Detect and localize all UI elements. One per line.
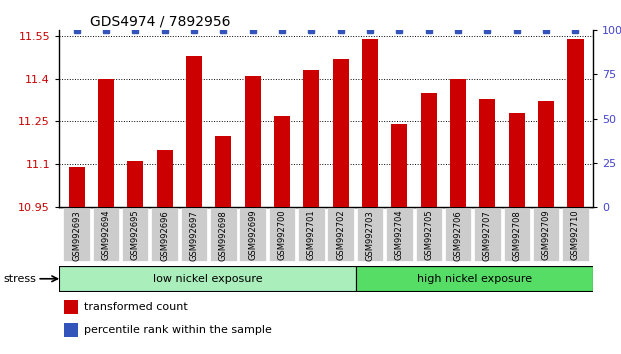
Text: GSM992704: GSM992704 [395,210,404,261]
Text: GSM992700: GSM992700 [278,210,286,261]
FancyBboxPatch shape [152,208,178,261]
Bar [391,124,407,207]
FancyBboxPatch shape [240,208,266,261]
Text: GSM992703: GSM992703 [366,210,374,261]
Text: high nickel exposure: high nickel exposure [417,274,532,284]
FancyBboxPatch shape [63,208,90,261]
FancyBboxPatch shape [474,208,501,261]
Bar [127,161,143,207]
Text: percentile rank within the sample: percentile rank within the sample [84,325,272,335]
FancyBboxPatch shape [504,208,530,261]
Text: GSM992697: GSM992697 [189,210,199,261]
FancyBboxPatch shape [181,208,207,261]
Text: GSM992706: GSM992706 [453,210,463,261]
Bar [215,136,232,207]
Bar [68,167,84,207]
Bar [333,59,349,207]
Bar [420,93,437,207]
Bar [479,99,496,207]
FancyBboxPatch shape [445,208,471,261]
FancyBboxPatch shape [122,208,148,261]
Text: GSM992709: GSM992709 [542,210,551,261]
FancyBboxPatch shape [415,208,442,261]
Bar [245,76,261,207]
Bar [450,79,466,207]
Bar [362,39,378,207]
Text: GSM992693: GSM992693 [72,210,81,261]
Text: low nickel exposure: low nickel exposure [153,274,262,284]
Text: GSM992695: GSM992695 [131,210,140,261]
Bar [509,113,525,207]
Bar [538,102,554,207]
FancyBboxPatch shape [269,208,295,261]
Bar [274,116,290,207]
Text: GDS4974 / 7892956: GDS4974 / 7892956 [90,14,230,28]
Bar [65,323,78,337]
FancyBboxPatch shape [93,208,119,261]
Bar [568,39,584,207]
Text: stress: stress [3,274,36,284]
Text: GSM992707: GSM992707 [483,210,492,261]
Text: GSM992708: GSM992708 [512,210,521,261]
Bar [186,56,202,207]
Bar [156,150,173,207]
Text: GSM992702: GSM992702 [336,210,345,261]
FancyBboxPatch shape [327,208,354,261]
FancyBboxPatch shape [298,208,325,261]
Bar [65,300,78,314]
FancyBboxPatch shape [533,208,560,261]
Bar [303,70,319,207]
FancyBboxPatch shape [210,208,237,261]
Text: GSM992699: GSM992699 [248,210,257,261]
FancyBboxPatch shape [386,208,412,261]
Text: GSM992701: GSM992701 [307,210,316,261]
Text: transformed count: transformed count [84,302,188,312]
Bar [356,266,593,292]
Text: GSM992694: GSM992694 [101,210,111,261]
FancyBboxPatch shape [357,208,383,261]
Text: GSM992710: GSM992710 [571,210,580,261]
Text: GSM992698: GSM992698 [219,210,228,261]
Bar [59,266,356,292]
Bar [98,79,114,207]
FancyBboxPatch shape [562,208,589,261]
Text: GSM992696: GSM992696 [160,210,169,261]
Text: GSM992705: GSM992705 [424,210,433,261]
